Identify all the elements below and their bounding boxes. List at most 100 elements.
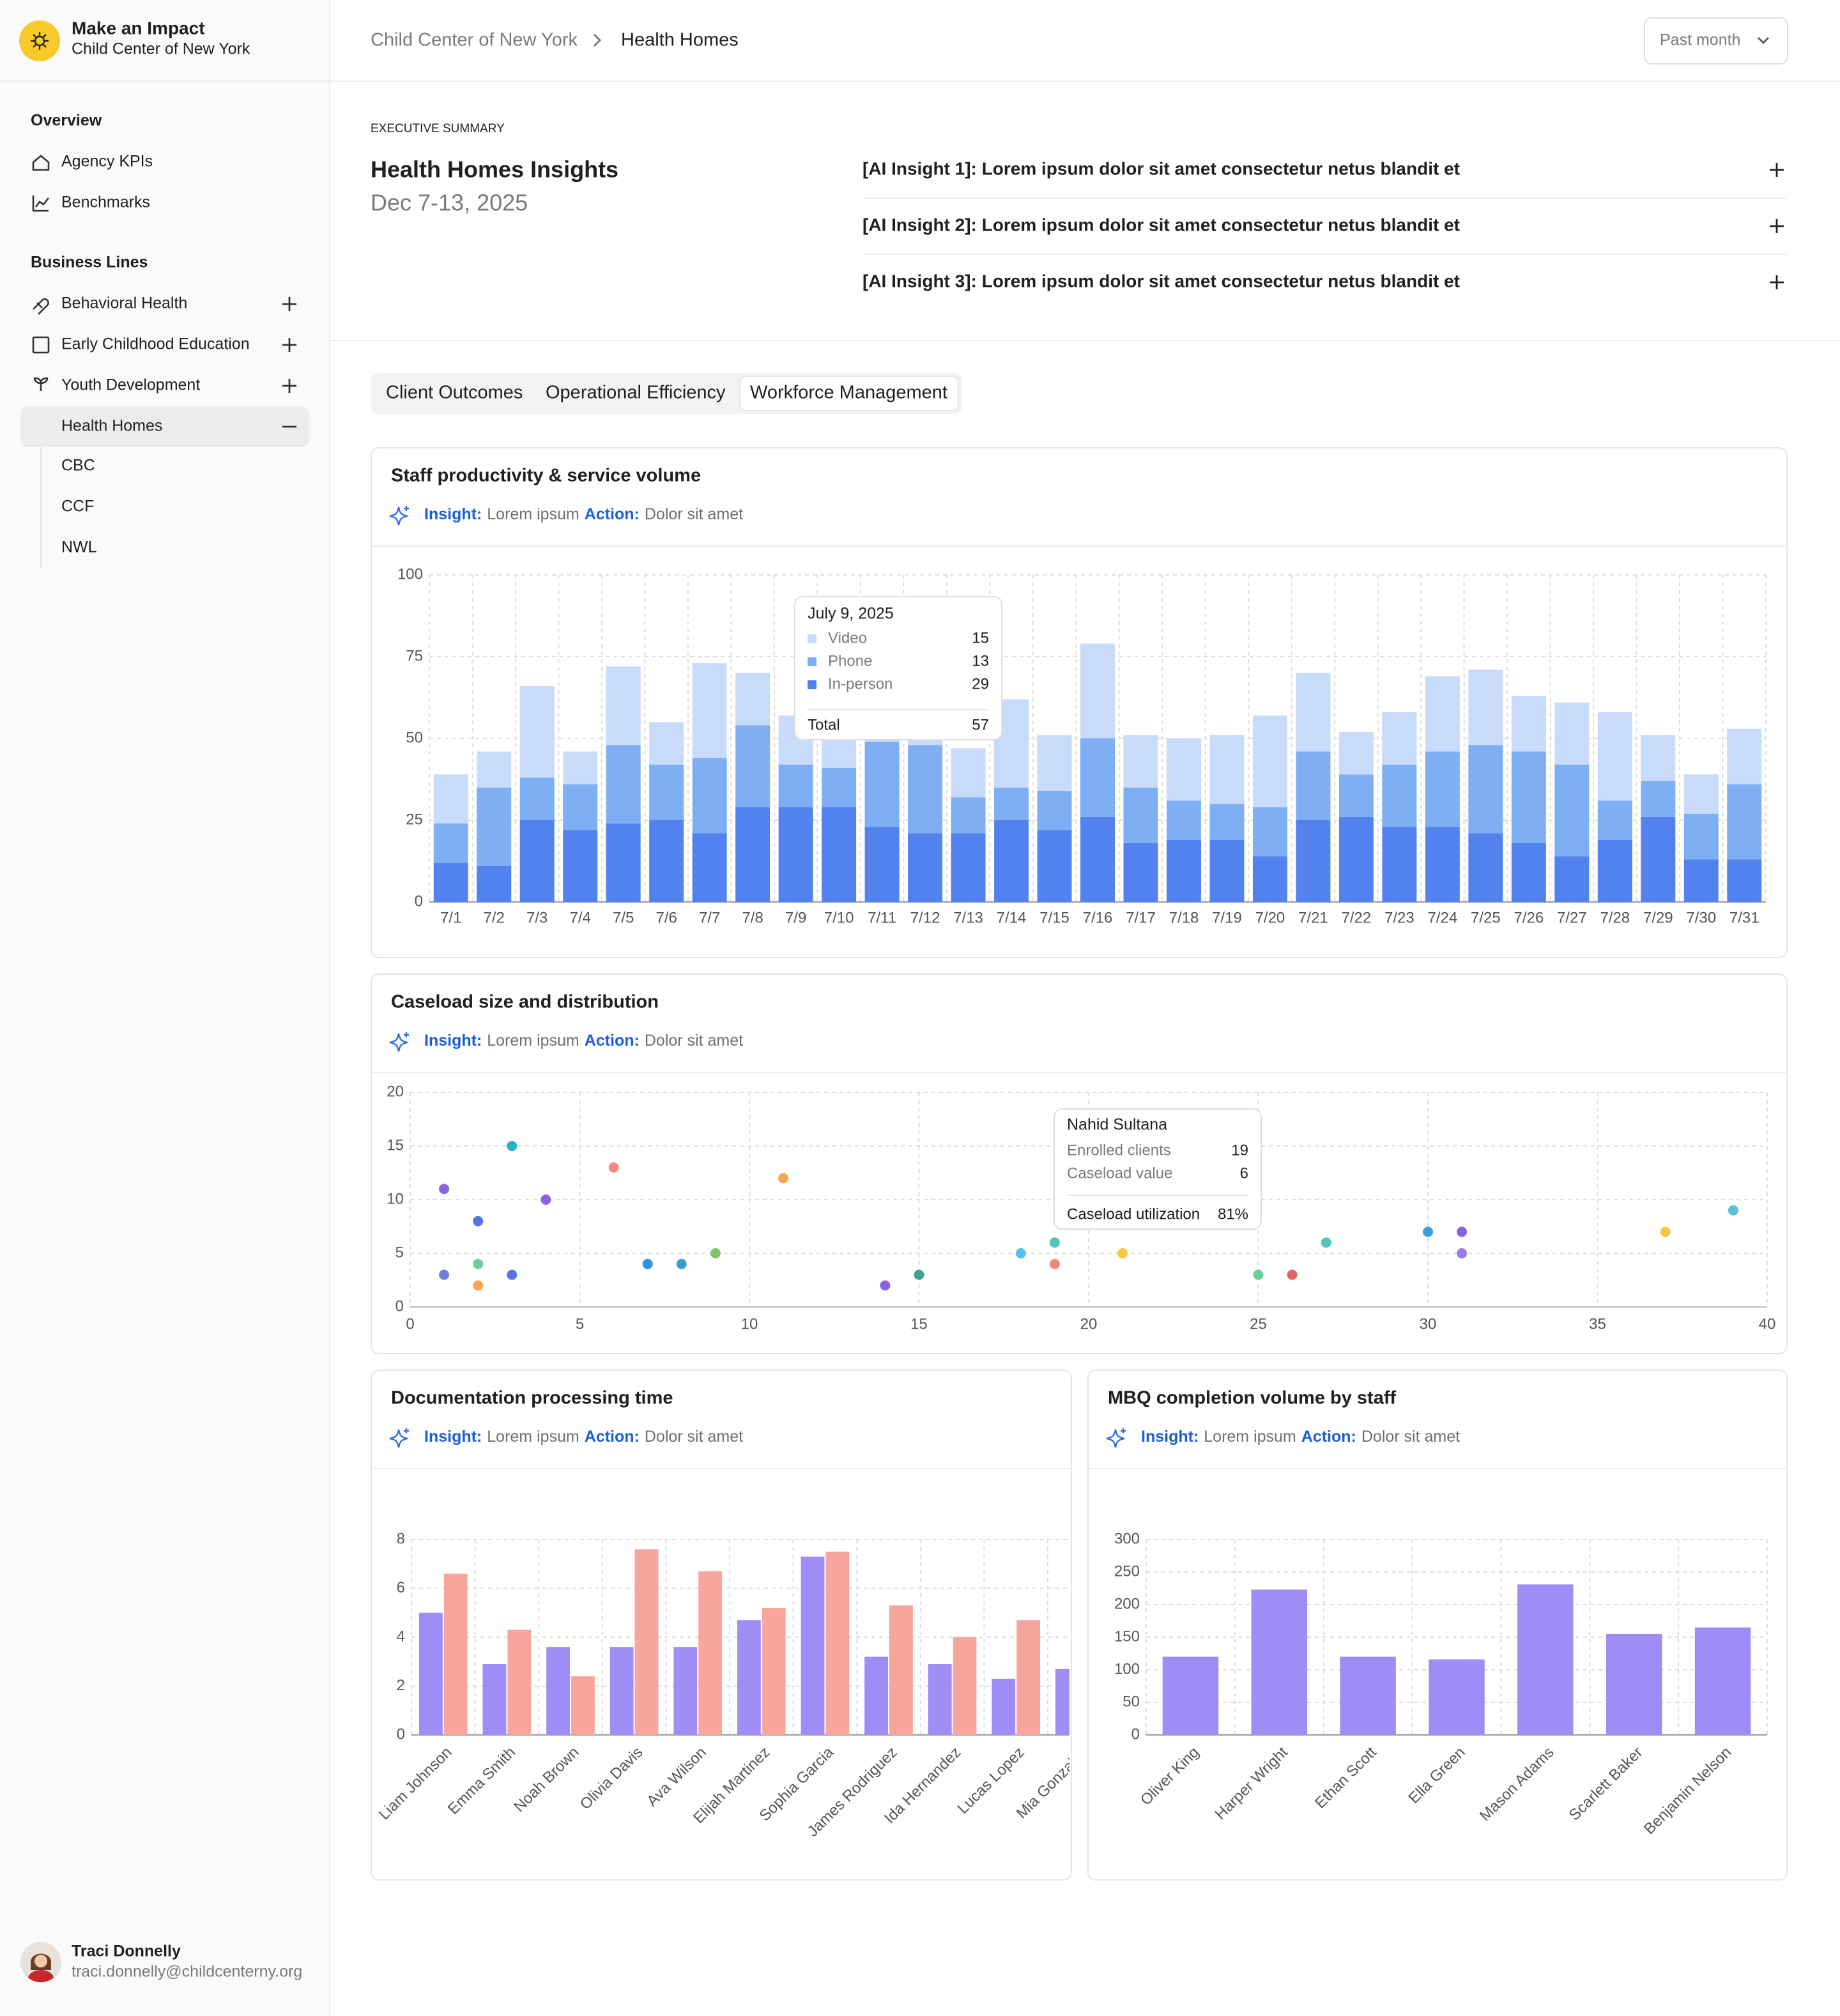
- bar[interactable]: [418, 1612, 443, 1735]
- bar[interactable]: [1511, 696, 1546, 752]
- bar[interactable]: [606, 745, 641, 824]
- bar[interactable]: [649, 722, 684, 765]
- scatter-point[interactable]: [507, 1269, 518, 1280]
- bar[interactable]: [519, 820, 555, 902]
- bar[interactable]: [1727, 859, 1762, 902]
- bar[interactable]: [1123, 735, 1158, 788]
- bar[interactable]: [1123, 843, 1158, 902]
- breadcrumb-item[interactable]: Child Center of New York: [371, 30, 578, 50]
- scatter-point[interactable]: [1049, 1258, 1060, 1269]
- bar[interactable]: [1511, 751, 1546, 843]
- scatter-point[interactable]: [1660, 1226, 1671, 1237]
- bar[interactable]: [1727, 784, 1762, 860]
- bar[interactable]: [928, 1664, 952, 1735]
- bar[interactable]: [1683, 859, 1719, 902]
- bar[interactable]: [1162, 1656, 1219, 1735]
- nav-item[interactable]: Early Childhood Education: [61, 335, 250, 353]
- bar[interactable]: [1382, 712, 1417, 765]
- bar[interactable]: [1606, 1633, 1662, 1735]
- scatter-point[interactable]: [676, 1258, 687, 1269]
- bar[interactable]: [698, 1571, 723, 1735]
- bar[interactable]: [546, 1647, 570, 1735]
- bar[interactable]: [1468, 669, 1503, 745]
- bar[interactable]: [1340, 1656, 1396, 1735]
- nav-toggle[interactable]: [282, 297, 296, 428]
- bar[interactable]: [1338, 816, 1374, 902]
- bar[interactable]: [1683, 813, 1719, 860]
- bar[interactable]: [692, 663, 727, 758]
- bar[interactable]: [692, 758, 727, 834]
- bar[interactable]: [864, 1656, 888, 1735]
- insight-row[interactable]: [AI Insight 2]: Lorem ipsum dolor sit am…: [862, 215, 1460, 234]
- insight-row[interactable]: [AI Insight 3]: Lorem ipsum dolor sit am…: [862, 271, 1460, 291]
- bar[interactable]: [864, 827, 900, 902]
- bar[interactable]: [692, 833, 727, 902]
- bar[interactable]: [1517, 1584, 1574, 1735]
- bar[interactable]: [1166, 800, 1201, 840]
- scatter-point[interactable]: [1457, 1226, 1468, 1237]
- bar[interactable]: [762, 1608, 786, 1735]
- bar[interactable]: [1123, 787, 1158, 843]
- nav-item[interactable]: Benchmarks: [61, 194, 150, 211]
- bar[interactable]: [649, 764, 684, 820]
- bar[interactable]: [1252, 715, 1287, 807]
- bar[interactable]: [735, 673, 770, 726]
- bar[interactable]: [1429, 1659, 1485, 1735]
- bar[interactable]: [1296, 751, 1331, 820]
- bar[interactable]: [1296, 673, 1331, 752]
- bar[interactable]: [519, 686, 555, 778]
- bar[interactable]: [563, 751, 598, 784]
- bar[interactable]: [908, 833, 943, 902]
- bar[interactable]: [864, 742, 900, 827]
- bar[interactable]: [433, 862, 468, 902]
- bar[interactable]: [1382, 827, 1417, 902]
- bar[interactable]: [1251, 1589, 1308, 1735]
- bar[interactable]: [1425, 751, 1460, 827]
- nav-item[interactable]: Behavioral Health: [61, 294, 187, 312]
- scatter-point[interactable]: [608, 1162, 619, 1173]
- bar[interactable]: [1252, 856, 1287, 902]
- bar[interactable]: [1554, 856, 1590, 902]
- scatter-point[interactable]: [473, 1280, 484, 1291]
- bar[interactable]: [1037, 735, 1072, 791]
- scatter-point[interactable]: [914, 1269, 924, 1280]
- bar[interactable]: [825, 1552, 850, 1735]
- bar[interactable]: [1296, 820, 1331, 902]
- bar[interactable]: [610, 1647, 634, 1735]
- bar[interactable]: [1511, 843, 1546, 902]
- bar[interactable]: [1016, 1620, 1041, 1735]
- insight-row[interactable]: [AI Insight 1]: Lorem ipsum dolor sit am…: [862, 158, 1460, 178]
- bar[interactable]: [519, 777, 555, 820]
- bar[interactable]: [953, 1637, 977, 1735]
- bar[interactable]: [563, 830, 598, 902]
- scatter-point[interactable]: [1015, 1248, 1026, 1258]
- bar[interactable]: [1425, 827, 1460, 902]
- scatter-point[interactable]: [540, 1195, 551, 1205]
- bar[interactable]: [507, 1630, 532, 1735]
- bar[interactable]: [563, 784, 598, 830]
- scatter-point[interactable]: [1457, 1248, 1468, 1258]
- bar[interactable]: [1597, 800, 1632, 840]
- bar[interactable]: [1338, 774, 1374, 817]
- scatter-point[interactable]: [1728, 1205, 1738, 1216]
- bar[interactable]: [477, 751, 512, 788]
- tab[interactable]: Client Outcomes: [386, 383, 523, 403]
- bar[interactable]: [477, 787, 512, 866]
- bar[interactable]: [482, 1664, 507, 1735]
- bar[interactable]: [433, 823, 468, 863]
- scatter-point[interactable]: [1253, 1269, 1264, 1280]
- scatter-point[interactable]: [473, 1258, 484, 1269]
- bar[interactable]: [1554, 764, 1590, 857]
- bar[interactable]: [822, 768, 857, 807]
- bar[interactable]: [1597, 712, 1632, 801]
- scatter-point[interactable]: [880, 1280, 891, 1291]
- scatter-point[interactable]: [507, 1141, 518, 1151]
- bar[interactable]: [1641, 735, 1676, 781]
- bar[interactable]: [801, 1556, 825, 1735]
- tab[interactable]: Operational Efficiency: [546, 383, 726, 403]
- bar[interactable]: [1080, 816, 1115, 902]
- bar[interactable]: [1080, 738, 1115, 817]
- bar[interactable]: [778, 764, 813, 807]
- bar[interactable]: [606, 666, 641, 745]
- range-label[interactable]: Past month: [1660, 31, 1740, 49]
